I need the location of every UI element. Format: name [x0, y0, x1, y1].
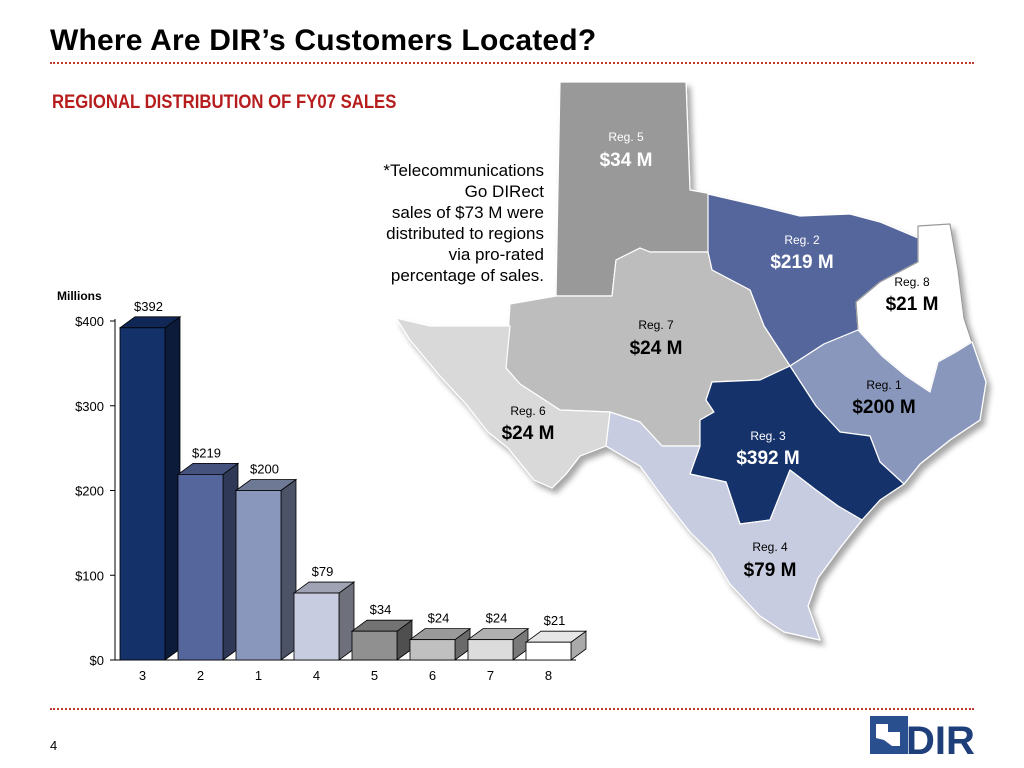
telecom-note: *Telecommunications Go DIRect sales of $…: [330, 160, 544, 286]
note-line: sales of $73 M were: [391, 203, 544, 222]
bar-3: [118, 315, 182, 661]
bar-2: [176, 462, 240, 661]
bar-6: [408, 627, 472, 661]
note-line: percentage of sales.: [390, 266, 544, 285]
note-line: via pro-rated: [448, 245, 544, 264]
bar-8: [524, 630, 588, 661]
x-tick-label: 3: [139, 668, 146, 683]
bar-front: [119, 327, 166, 661]
bar-front: [351, 630, 398, 661]
bar-value-label: $392: [134, 299, 163, 314]
bar-value-label: $219: [192, 445, 221, 460]
y-tick-label: $400: [75, 314, 104, 329]
region-3-label: Reg. 3: [750, 429, 786, 443]
x-tick-label: 8: [545, 668, 552, 683]
region-4-value: $79 M: [744, 560, 797, 581]
page-title: Where Are DIR’s Customers Located?: [50, 24, 597, 57]
bar-7: [466, 627, 530, 661]
x-tick-label: 5: [371, 668, 378, 683]
page-number: 4: [50, 738, 58, 753]
region-6-label: Reg. 6: [510, 404, 546, 418]
y-tick-label: $300: [75, 399, 104, 414]
bar-value-label: $79: [312, 564, 334, 579]
region-4-shape: [605, 411, 863, 641]
region-1-label: Reg. 1: [866, 378, 902, 392]
bar-value-label: $24: [486, 611, 508, 626]
x-tick-label: 2: [197, 668, 204, 683]
region-2-label: Reg. 2: [784, 233, 820, 247]
logo-text: DIR: [906, 719, 974, 758]
bar-5: [350, 619, 414, 661]
y-tick-label: $200: [75, 484, 104, 499]
y-tick-label: $100: [75, 568, 104, 583]
bar-1: [234, 478, 298, 661]
region-6-value: $24 M: [502, 423, 555, 444]
bar-value-label: $24: [428, 611, 450, 626]
bar-4: [292, 581, 356, 661]
y-axis-label: Millions: [57, 289, 102, 303]
bar-front: [525, 641, 572, 661]
region-6-shape: [395, 317, 611, 489]
bar-front: [467, 639, 514, 661]
footer-divider: [50, 708, 974, 710]
x-tick-label: 1: [255, 668, 262, 683]
region-5-label: Reg. 5: [608, 130, 644, 144]
region-1-value: $200 M: [852, 397, 915, 418]
x-tick-label: 4: [313, 668, 320, 683]
bar-front: [409, 639, 456, 661]
title-divider: [50, 62, 974, 64]
region-2-value: $219 M: [770, 252, 833, 273]
region-3-value: $392 M: [736, 448, 799, 469]
bar-value-label: $21: [544, 613, 566, 628]
bar-value-label: $200: [250, 462, 279, 477]
chart-subtitle: REGIONAL DISTRIBUTION OF FY07 SALES: [52, 92, 397, 113]
note-line: *Telecommunications: [383, 161, 544, 180]
note-line: distributed to regions: [386, 224, 544, 243]
bar-front: [235, 490, 282, 661]
x-tick-label: 7: [487, 668, 494, 683]
region-5-value: $34 M: [600, 150, 653, 171]
region-4-label: Reg. 4: [752, 540, 788, 554]
x-tick-label: 6: [429, 668, 436, 683]
region-7-label: Reg. 7: [638, 318, 674, 332]
region-8-label: Reg. 8: [894, 275, 930, 289]
dir-logo: DIR: [870, 716, 974, 758]
bar-front: [177, 473, 224, 661]
bar-front: [293, 592, 340, 661]
bar-value-label: $34: [370, 602, 392, 617]
region-7-value: $24 M: [630, 338, 683, 359]
note-line: Go DIRect: [464, 182, 544, 201]
region-8-value: $21 M: [886, 294, 939, 315]
y-tick-label: $0: [90, 653, 104, 668]
